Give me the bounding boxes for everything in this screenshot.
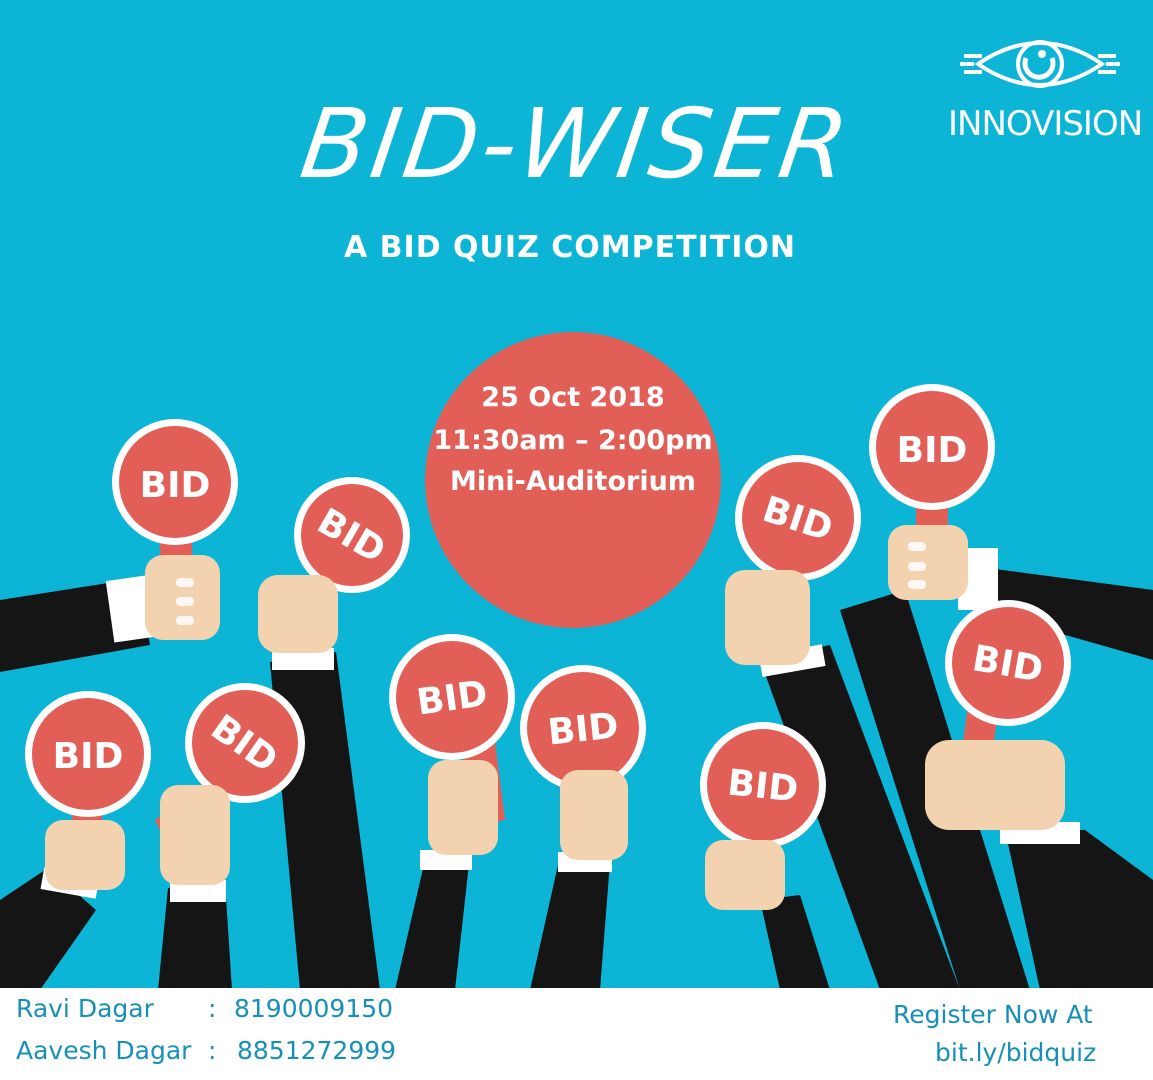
arm-center-1 [395,855,470,990]
contact-name-1: Ravi Dagar [16,994,154,1023]
paddle-disc [742,462,854,574]
contact-phone-2[interactable]: 8851272999 [237,1036,397,1065]
paddle-disc [32,698,144,810]
arm-center-2 [530,856,610,990]
paddle-disc [192,690,298,796]
paddle-label: BID [53,736,124,777]
register-label: Register Now At [893,1000,1093,1029]
paddle-disc [301,484,403,586]
hands [45,525,1065,910]
arm-right-diagonal-1 [760,645,960,990]
event-venue: Mini-Auditorium [450,466,696,497]
arm-left-bottom-1 [0,868,96,990]
paddle-label: BID [897,430,968,471]
paddle-disc [952,607,1064,719]
hand [925,740,1065,830]
paddle-disc [707,729,819,841]
contact-name-2: Aavesh Dagar [16,1036,192,1065]
eye-icon [960,40,1120,88]
arm-right-low [760,895,830,990]
hand [888,525,968,600]
contact-sep-1: : [208,994,217,1023]
paddle-disc [876,391,988,503]
fingernails [176,542,926,625]
arm-right-horizontal [965,565,1153,660]
hand [428,760,498,855]
paddle-disc [119,426,231,538]
paddle-label: BID [546,705,621,753]
paddle-label: BID [140,465,211,506]
register-link[interactable]: bit.ly/bidquiz [935,1038,1097,1067]
paddle-disc [527,672,639,784]
cuff [272,648,334,670]
paddle-label: BID [414,673,490,723]
arm-left-bottom-2 [158,882,232,990]
cuff [105,575,154,643]
event-date: 25 Oct 2018 [481,382,665,413]
poster-subtitle: A BID QUIZ COMPETITION [344,230,796,265]
paddle-disc [396,641,508,753]
cuff [170,880,226,902]
hand [258,575,338,653]
hand [725,570,810,665]
hand [160,785,230,885]
innovision-logo [960,40,1120,88]
contact-phone-1[interactable]: 8190009150 [234,994,394,1023]
contact-sep-2: : [208,1036,217,1065]
hand [705,840,785,910]
paddle-label: BID [726,762,801,810]
footer: Ravi Dagar : 8190009150 Aavesh Dagar : 8… [0,988,1153,1080]
hand [560,770,628,860]
logo-text: INNOVISION [948,104,1143,144]
hand [45,820,125,890]
event-info-circle: 25 Oct 2018 11:30am – 2:00pm Mini-Audito… [425,332,721,628]
event-time: 11:30am – 2:00pm [433,425,713,456]
arm-right-bottom [1005,830,1153,990]
